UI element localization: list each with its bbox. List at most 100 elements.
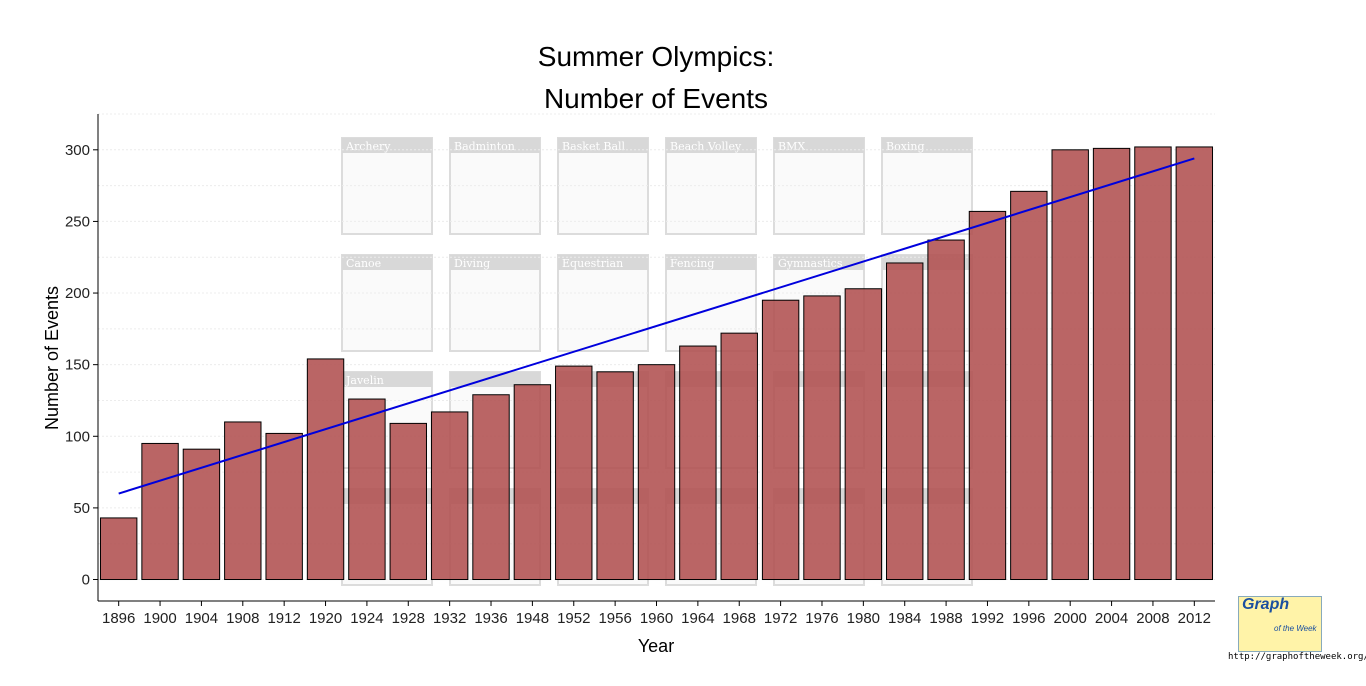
bar: [306, 358, 345, 581]
x-tick-label: 1936: [474, 610, 507, 627]
x-tick-label: 1976: [805, 610, 838, 627]
sport-tile: Canoe: [341, 254, 433, 352]
y-tick-label: 50: [73, 500, 90, 517]
bar: [513, 384, 552, 581]
bar: [1051, 149, 1089, 581]
bar: [472, 394, 510, 581]
bar: [761, 299, 800, 581]
sport-tile-label: Javelin: [345, 374, 384, 387]
bar: [348, 398, 386, 581]
bar: [1010, 190, 1048, 581]
x-tick-label: 1904: [185, 610, 218, 627]
sport-tile-label: Gymnastics: [778, 257, 843, 270]
bar: [141, 442, 179, 581]
logo-title: Graph: [1242, 596, 1290, 613]
x-tick-label: 2008: [1136, 610, 1169, 627]
sport-tile-label: Fencing: [670, 257, 714, 270]
logo-url: http://graphoftheweek.org/: [1228, 652, 1366, 662]
bar: [886, 262, 924, 581]
bar: [1175, 146, 1214, 581]
bar: [720, 332, 758, 581]
sport-tile-header: [666, 138, 756, 153]
bar: [679, 345, 717, 581]
x-tick-label: 1988: [929, 610, 962, 627]
y-ticks: 0 50 100 150 200 250 300: [65, 142, 98, 589]
sport-tile-frame: [341, 254, 433, 352]
x-tick-label: 1912: [267, 610, 300, 627]
bar: [927, 239, 965, 581]
bar: [99, 517, 138, 581]
x-tick-label: 1980: [847, 610, 880, 627]
sport-tile-header: [342, 255, 432, 270]
bar: [803, 295, 841, 581]
x-tick-label: 1960: [640, 610, 673, 627]
sport-tile-header: [450, 255, 540, 270]
y-tick-label: 100: [65, 428, 90, 445]
logo-subtitle: of the Week: [1274, 624, 1317, 633]
logo-chart-icon: [1238, 596, 1322, 652]
x-axis-label: Year: [638, 636, 674, 656]
sport-tile-label: Basket Ball: [562, 140, 626, 153]
x-tick-label: 1984: [888, 610, 921, 627]
x-tick-label: 1932: [433, 610, 466, 627]
sport-tile-frame: [557, 254, 649, 352]
y-tick-label: 0: [82, 572, 90, 589]
sport-tile-header: [342, 372, 432, 387]
x-tick-label: 1896: [102, 610, 135, 627]
sport-tile-header: [558, 255, 648, 270]
sport-tile-label: Boxing: [886, 140, 925, 153]
bar: [555, 365, 593, 581]
sport-tile-label: Badminton: [454, 140, 515, 153]
bar: [265, 432, 303, 581]
x-tick-label: 1996: [1012, 610, 1045, 627]
sport-tile-header: [450, 138, 540, 153]
x-tick-label: 1948: [516, 610, 549, 627]
bar: [968, 210, 1007, 581]
x-tick-label: 1968: [723, 610, 756, 627]
bars: [99, 146, 1214, 581]
x-tick-label: 1900: [143, 610, 176, 627]
sport-tile-header: [774, 138, 864, 153]
trend-line: [118, 157, 1195, 495]
x-tick-label: 1908: [226, 610, 259, 627]
sport-tile: Archery: [341, 137, 433, 235]
x-tick-label: 1956: [598, 610, 631, 627]
y-tick-label: 300: [65, 142, 90, 159]
bar: [389, 422, 427, 581]
sport-tile-label: Diving: [454, 257, 490, 270]
sport-tile-label: Archery: [345, 140, 391, 153]
bar: [844, 288, 883, 581]
sport-tile-label: Equestrian: [562, 257, 623, 270]
x-tick-label: 1952: [557, 610, 590, 627]
chart-title-line-2: Number of Events: [544, 83, 768, 114]
graph-of-the-week-logo: Graph of the Week http://graphoftheweek.…: [1228, 596, 1366, 666]
y-axis-label: Number of Events: [42, 286, 62, 430]
bar: [1092, 147, 1131, 581]
sport-tile: Equestrian: [557, 254, 649, 352]
bar: [637, 364, 676, 581]
x-ticks: 1896 1900 1904 1908 1912 1920 1924 1928 1932 1936…: [102, 601, 1211, 627]
bar: [1134, 146, 1172, 581]
x-tick-label: 1928: [392, 610, 425, 627]
x-tick-label: 1920: [309, 610, 342, 627]
x-tick-label: 1924: [350, 610, 383, 627]
x-tick-label: 2012: [1178, 610, 1211, 627]
bar: [430, 411, 469, 581]
y-tick-label: 150: [65, 357, 90, 374]
y-tick-label: 200: [65, 285, 90, 302]
sport-tile-header: [666, 255, 756, 270]
sport-tile-header: [558, 138, 648, 153]
sport-tile-label: BMX: [778, 140, 805, 153]
y-tick-label: 250: [65, 213, 90, 230]
sport-tile-header: [774, 255, 864, 270]
x-tick-label: 2004: [1095, 610, 1128, 627]
chart-title-line-1: Summer Olympics:: [538, 41, 774, 72]
x-tick-label: 1964: [681, 610, 714, 627]
sport-tile-label: Canoe: [346, 257, 381, 270]
sport-tile: Diving: [449, 254, 541, 352]
x-tick-label: 1992: [971, 610, 1004, 627]
sport-tile-label: Beach Volley: [670, 140, 742, 153]
bar: [596, 371, 634, 581]
x-tick-label: 2000: [1054, 610, 1087, 627]
